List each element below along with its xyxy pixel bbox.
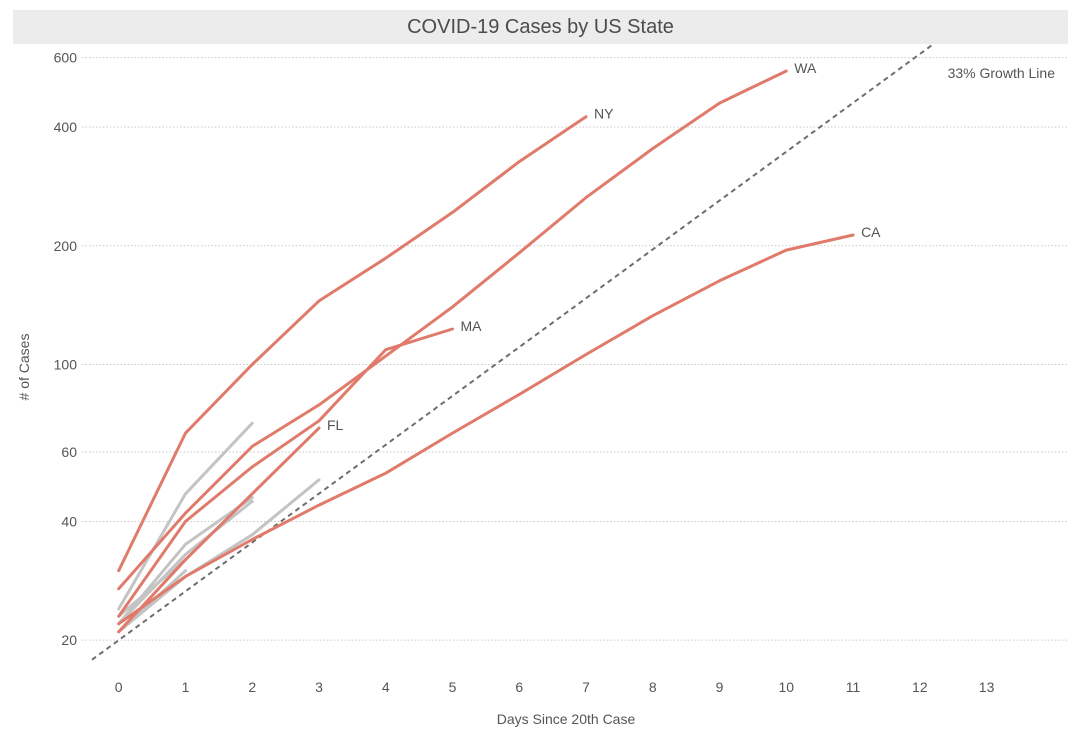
series-label-ma: MA bbox=[461, 318, 483, 334]
reference-growth-line bbox=[91, 43, 934, 661]
y-tick-label: 400 bbox=[54, 119, 78, 135]
y-tick-label: 600 bbox=[54, 50, 78, 66]
series-line-wa bbox=[117, 69, 788, 591]
series-label-ny: NY bbox=[594, 106, 614, 122]
x-tick-label: 2 bbox=[248, 679, 256, 695]
series-label-wa: WA bbox=[794, 60, 817, 76]
series-line-other bbox=[117, 558, 187, 618]
x-tick-label: 9 bbox=[716, 679, 724, 695]
y-tick-label: 200 bbox=[54, 238, 78, 254]
x-tick-label: 12 bbox=[912, 679, 928, 695]
series-line-ma bbox=[117, 327, 454, 618]
x-tick-label: 1 bbox=[182, 679, 190, 695]
y-tick-label: 60 bbox=[61, 444, 77, 460]
x-tick-label: 4 bbox=[382, 679, 390, 695]
series-label-ca: CA bbox=[861, 224, 881, 240]
x-tick-label: 5 bbox=[449, 679, 457, 695]
series-line-other bbox=[117, 478, 321, 634]
chart-title: COVID-19 Cases by US State bbox=[407, 15, 674, 38]
x-tick-label: 0 bbox=[115, 679, 123, 695]
series-line-other bbox=[117, 421, 254, 611]
reference-line-label: 33% Growth Line bbox=[948, 65, 1056, 81]
x-tick-label: 10 bbox=[779, 679, 795, 695]
x-tick-label: 8 bbox=[649, 679, 657, 695]
y-axis-label: # of Cases bbox=[16, 334, 32, 401]
highlighted-series-group: WA NY CA MA FL bbox=[117, 60, 881, 634]
x-axis-label: Days Since 20th Case bbox=[497, 711, 636, 727]
x-tick-label: 6 bbox=[515, 679, 523, 695]
x-tick-label: 13 bbox=[979, 679, 995, 695]
reference-line-group: 33% Growth Line bbox=[91, 43, 1056, 661]
x-tick-label: 11 bbox=[846, 679, 861, 695]
y-tick-label: 100 bbox=[54, 357, 78, 373]
chart-title-bar: COVID-19 Cases by US State bbox=[13, 10, 1068, 44]
series-line-fl bbox=[117, 426, 321, 634]
series-line-other bbox=[117, 499, 254, 626]
x-tick-label: 3 bbox=[315, 679, 323, 695]
series-label-fl: FL bbox=[327, 417, 344, 433]
x-tick-label: 7 bbox=[582, 679, 590, 695]
y-tick-label: 40 bbox=[61, 513, 77, 529]
series-line-ny bbox=[117, 115, 588, 573]
y-tick-label: 20 bbox=[61, 632, 77, 648]
series-line-ca bbox=[117, 233, 855, 626]
